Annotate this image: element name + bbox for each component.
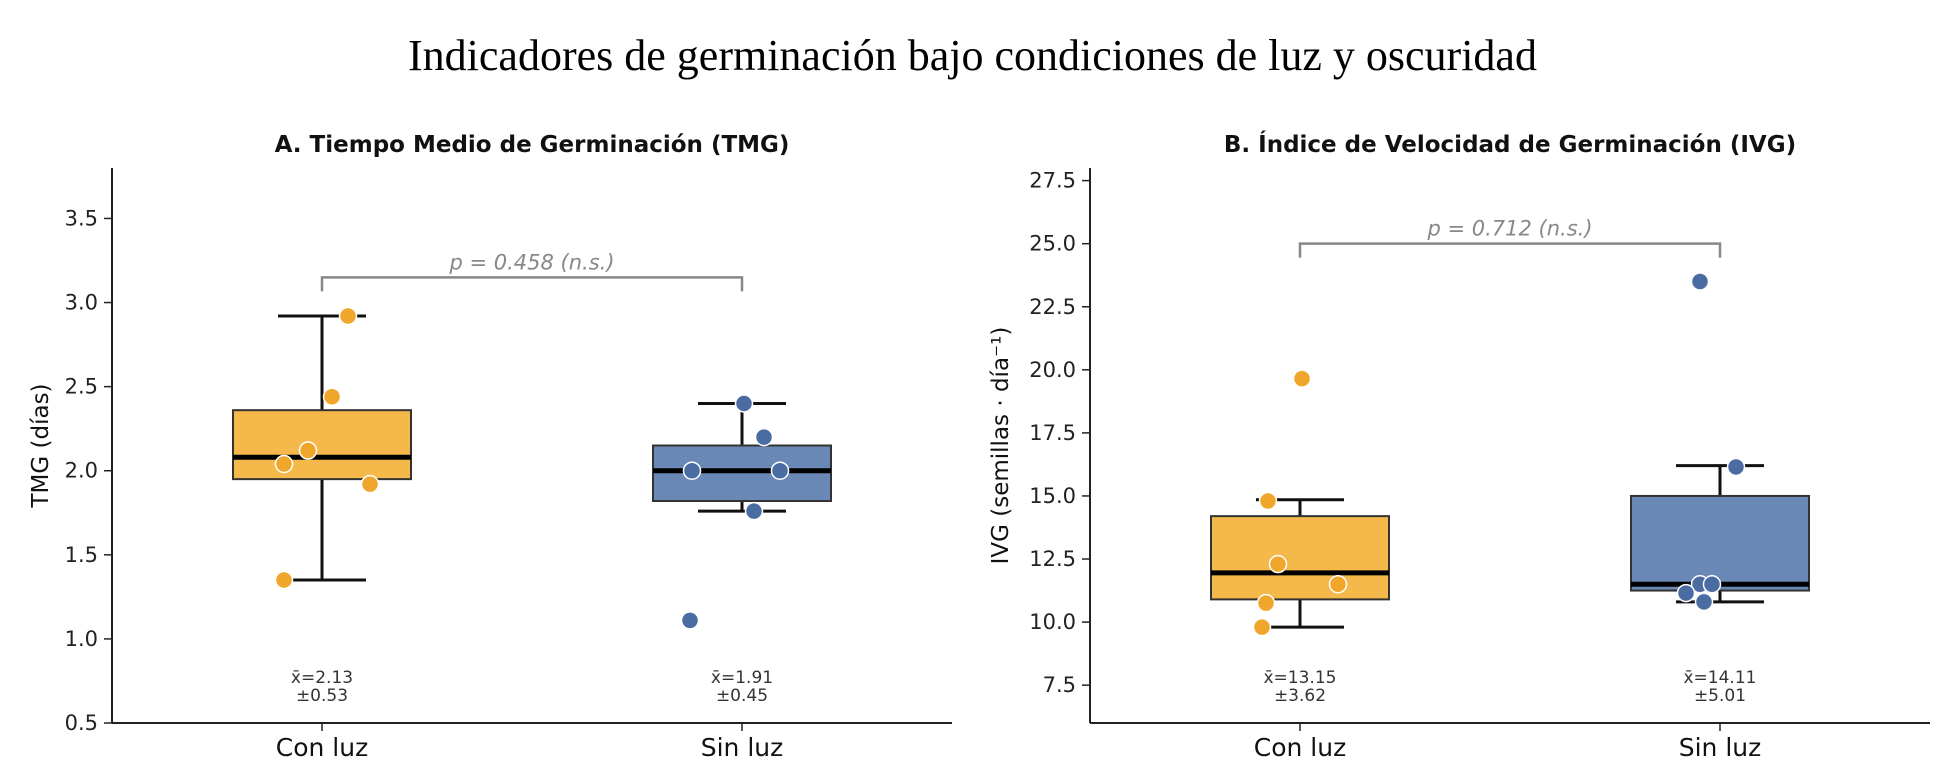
y-tick-label: 1.5 [65,543,98,567]
data-point [298,441,318,460]
mean-label: x̄=1.91 [711,668,773,688]
y-tick-label: 7.5 [1043,673,1076,697]
iqr-box [232,409,412,481]
data-point [754,427,774,447]
y-tick-label: 25.0 [1029,232,1076,256]
panel-title: B. Índice de Velocidad de Germinación (I… [1224,130,1796,158]
data-point [274,570,294,590]
x-tick-label: Con luz [1254,733,1346,762]
y-tick-label: 27.5 [1029,169,1076,193]
data-point [1268,554,1288,574]
panel-title: A. Tiempo Medio de Germinación (TMG) [275,132,790,158]
box-con-luz: x̄=2.13±0.53 [232,306,412,706]
figure-title: Indicadores de germinación bajo condicio… [408,31,1537,80]
iqr-box [652,444,832,502]
data-point [322,387,342,406]
significance-bracket [1298,242,1722,258]
x-tick-label: Sin luz [1679,733,1762,762]
data-point [744,501,764,521]
x-tick-label: Con luz [276,733,368,762]
data-point [274,454,294,474]
data-point [1252,617,1272,637]
data-point [1694,592,1714,612]
data-point [1328,575,1348,594]
y-tick-label: 2.5 [65,375,98,399]
x-tick-label: Sin luz [701,733,784,762]
iqr-box [1630,494,1810,592]
data-point [1702,575,1722,594]
sd-label: ±3.62 [1274,686,1326,706]
data-point [1690,272,1710,291]
y-axis-label: IVG (semillas · día⁻¹) [988,327,1014,565]
data-point [734,394,754,413]
sd-label: ±0.45 [716,686,768,706]
y-tick-label: 10.0 [1029,610,1076,634]
box-con-luz: x̄=13.15±3.62 [1210,369,1390,706]
sd-label: ±5.01 [1694,686,1746,706]
box-sin-luz: x̄=14.11±5.01 [1630,272,1810,706]
data-point [1292,369,1312,388]
y-tick-label: 3.0 [65,291,98,315]
y-tick-label: 3.5 [65,206,98,230]
data-point [680,611,700,630]
panel-b: B. Índice de Velocidad de Germinación (I… [988,130,1930,762]
mean-label: x̄=14.11 [1684,668,1757,688]
significance-bracket [320,276,744,292]
data-point [360,474,380,494]
y-axis-label: TMG (días) [28,383,54,508]
data-point [1256,593,1276,613]
p-value-label: p = 0.712 (n.s.) [1426,217,1592,241]
y-tick-label: 22.5 [1029,295,1076,319]
data-point [338,306,358,326]
y-tick-label: 1.0 [65,627,98,651]
y-tick-label: 17.5 [1029,421,1076,445]
data-point [1676,583,1696,603]
y-tick-label: 2.0 [65,459,98,483]
iqr-box [1210,515,1390,601]
data-point [1726,457,1746,477]
y-tick-label: 20.0 [1029,358,1076,382]
mean-label: x̄=13.15 [1264,668,1337,688]
data-point [1258,491,1278,511]
mean-label: x̄=2.13 [291,668,353,688]
p-value-label: p = 0.458 (n.s.) [448,250,614,274]
panel-a: A. Tiempo Medio de Germinación (TMG) 0.5 1… [28,132,952,762]
y-tick-label: 15.0 [1029,484,1076,508]
data-point [770,461,790,480]
data-point [682,461,702,480]
y-tick-label: 0.5 [65,711,98,735]
box-sin-luz: x̄=1.91±0.45 [652,394,832,706]
y-tick-label: 12.5 [1029,547,1076,571]
sd-label: ±0.53 [296,686,348,706]
